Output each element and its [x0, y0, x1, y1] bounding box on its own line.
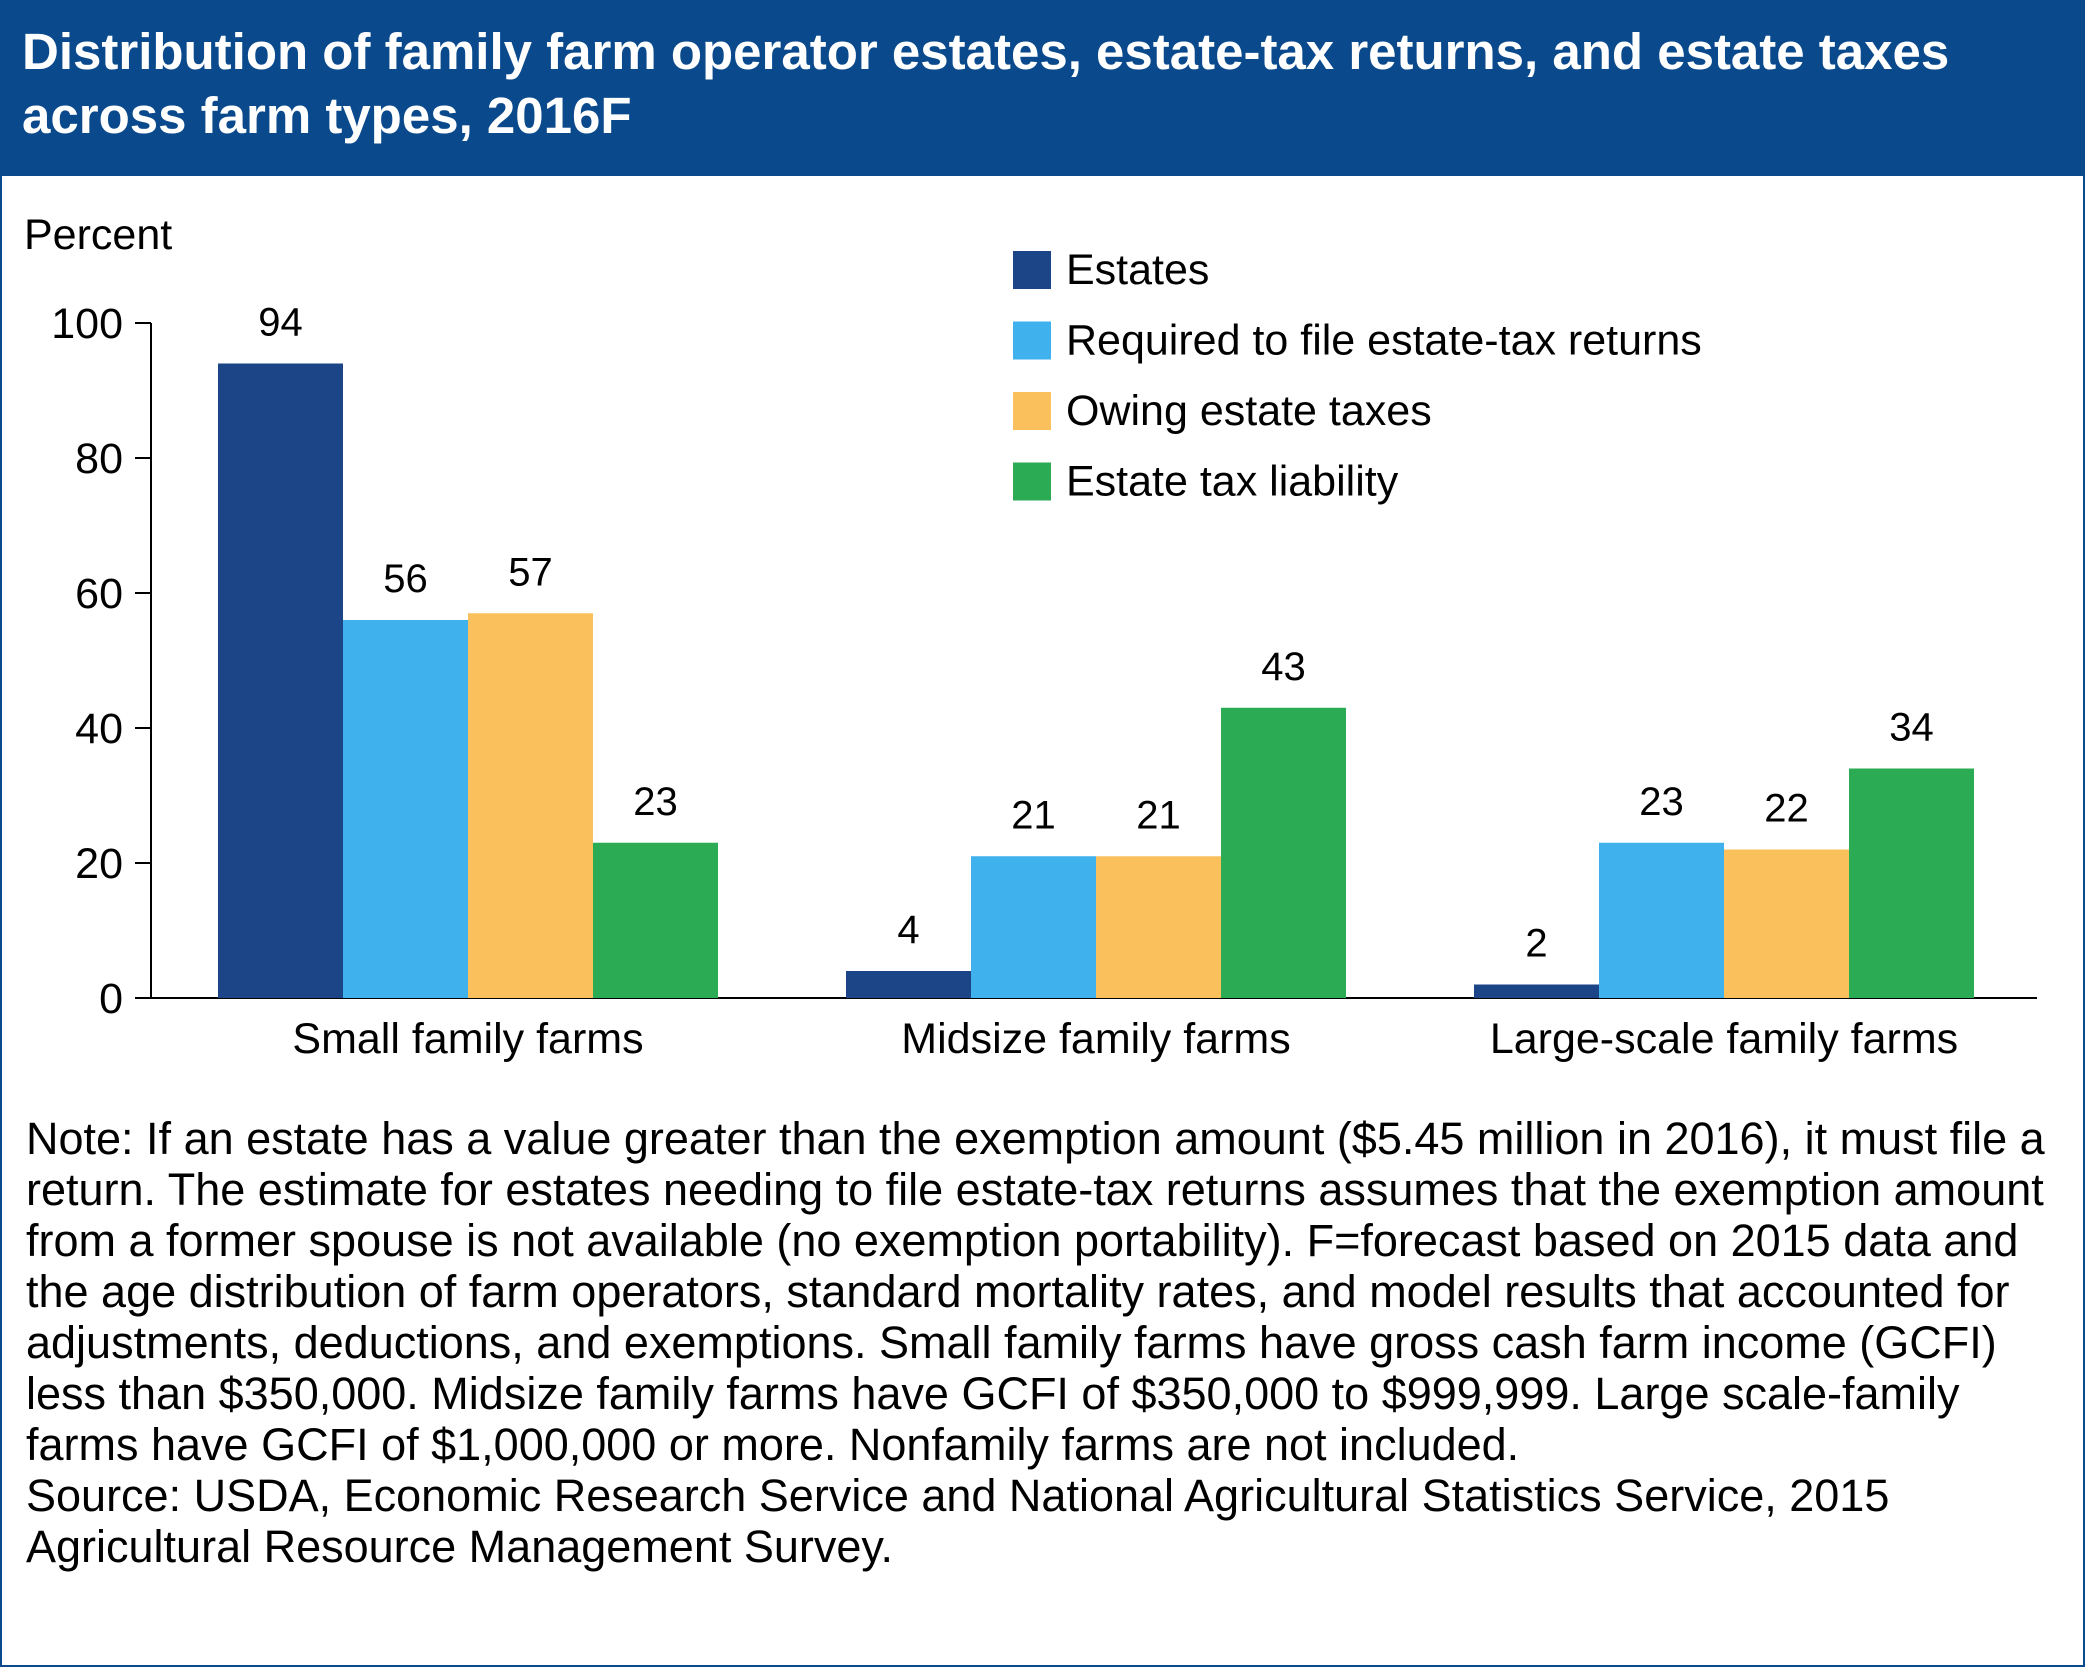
legend-swatch: [1013, 251, 1051, 289]
bar: [1599, 842, 1724, 998]
bar: [593, 842, 718, 998]
x-tick-label: Midsize family farms: [901, 1015, 1290, 1063]
legend-swatch: [1013, 321, 1051, 360]
source-text: Source: USDA, Economic Research Service …: [26, 1470, 1890, 1572]
bar-value-label: 22: [1764, 787, 1809, 831]
bar-value-label: 56: [383, 557, 428, 601]
value-labels: 94 4 2 56 21 23 57 21 22 23 43 34: [258, 301, 1934, 966]
bar: [1849, 768, 1974, 998]
bar-value-label: 23: [1639, 780, 1684, 824]
y-tick-label: 100: [51, 300, 123, 348]
note-block: Note: If an estate has a value greater t…: [26, 1113, 2066, 1572]
note-text: Note: If an estate has a value greater t…: [26, 1113, 2045, 1470]
bar: [1096, 856, 1221, 998]
legend-label: Required to file estate-tax returns: [1066, 317, 1702, 365]
bar-value-label: 2: [1525, 922, 1547, 966]
bar-value-label: 23: [633, 780, 678, 824]
bar: [846, 971, 971, 998]
x-tick-labels: Small family farms Midsize family farms La…: [292, 1015, 1958, 1063]
bar: [468, 613, 593, 998]
y-tick-label: 0: [99, 975, 123, 1023]
bar-value-label: 43: [1261, 645, 1306, 689]
x-tick-label: Large-scale family farms: [1490, 1015, 1958, 1063]
bar: [1474, 984, 1599, 998]
title-bar: Distribution of family farm operator est…: [2, 2, 2083, 176]
chart-title: Distribution of family farm operator est…: [22, 23, 1950, 144]
y-tick-label: 80: [75, 435, 123, 483]
bar-value-label: 4: [897, 908, 919, 952]
y-tick-label: 20: [75, 840, 123, 888]
bar-value-label: 57: [508, 550, 553, 594]
legend-label: Owing estate taxes: [1066, 387, 1432, 435]
bar: [1724, 849, 1849, 998]
y-tick-label: 40: [75, 705, 123, 753]
bar-value-label: 94: [258, 301, 303, 345]
y-tick-label: 60: [75, 570, 123, 618]
legend-label: Estates: [1066, 246, 1209, 294]
bar: [218, 363, 343, 998]
bars: [218, 363, 1974, 998]
legend: Estates Required to file estate-tax retur…: [1013, 246, 1702, 506]
bar: [1221, 707, 1346, 998]
y-axis-label: Percent: [24, 211, 172, 259]
bar: [343, 620, 468, 998]
bar-value-label: 21: [1136, 793, 1181, 837]
bar-value-label: 34: [1889, 706, 1934, 750]
x-tick-label: Small family farms: [292, 1015, 643, 1063]
legend-label: Estate tax liability: [1066, 458, 1399, 506]
legend-swatch: [1013, 462, 1051, 501]
bar-value-label: 21: [1011, 793, 1056, 837]
legend-swatch: [1013, 392, 1051, 430]
bar: [971, 856, 1096, 998]
